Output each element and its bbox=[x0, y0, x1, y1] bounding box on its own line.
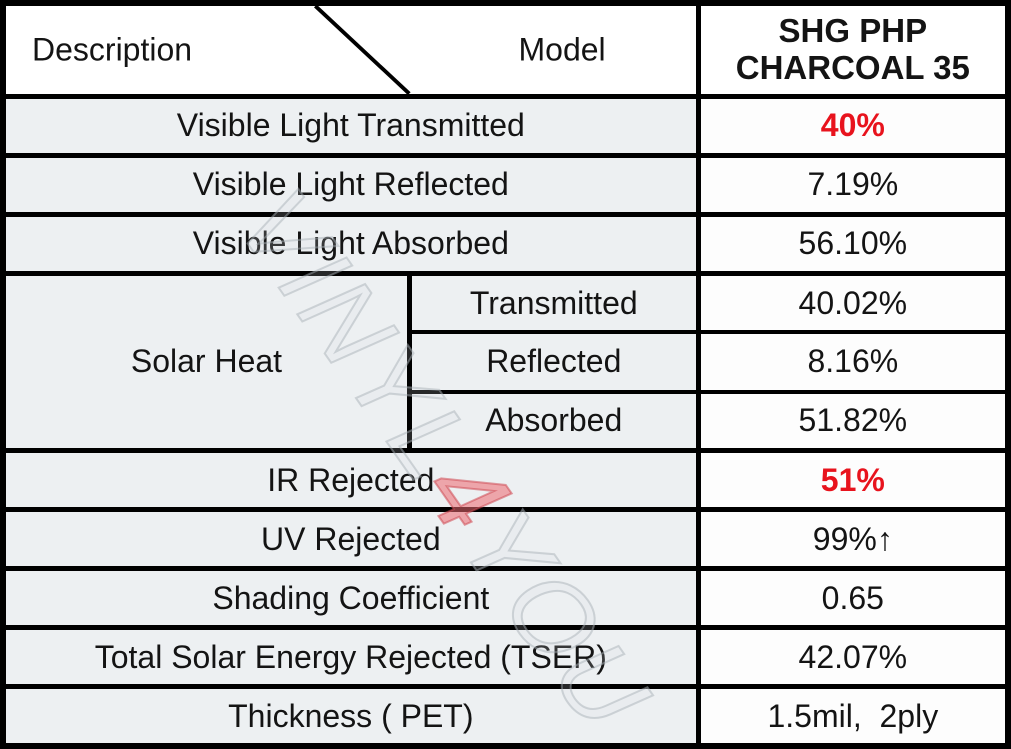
solar-heat-reflected-value: 8.16% bbox=[695, 330, 1011, 394]
row-uv-rejected: UV Rejected 99%↑ bbox=[0, 507, 1011, 572]
visible-light-reflected-label: Visible Light Reflected bbox=[0, 152, 701, 217]
row-ir-rejected: IR Rejected 51% bbox=[0, 448, 1011, 513]
model-name-cell: SHG PHP CHARCOAL 35 bbox=[695, 0, 1011, 99]
ir-rejected-value: 51% bbox=[695, 448, 1011, 513]
row-solar-heat-absorbed: Absorbed 51.82% bbox=[3, 389, 1011, 453]
shading-coefficient-value: 0.65 bbox=[695, 566, 1011, 631]
header-description-model-cell: Description Model bbox=[0, 0, 701, 99]
row-visible-light-absorbed: Visible Light Absorbed 56.10% bbox=[0, 211, 1011, 276]
row-solar-heat-reflected: Reflected 8.16% bbox=[3, 330, 1011, 394]
diagonal-divider-line bbox=[314, 8, 410, 92]
row-visible-light-transmitted: Visible Light Transmitted 40% bbox=[0, 93, 1011, 158]
uv-rejected-label: UV Rejected bbox=[0, 507, 701, 572]
ir-rejected-label: IR Rejected bbox=[0, 448, 701, 513]
solar-heat-reflected-label: Reflected bbox=[406, 330, 701, 394]
visible-light-transmitted-value: 40% bbox=[695, 93, 1011, 158]
row-solar-heat-transmitted: Solar Heat Transmitted 40.02% bbox=[0, 270, 1011, 454]
tser-label: Total Solar Energy Rejected (TSER) bbox=[0, 625, 701, 690]
model-name-line1: SHG PHP bbox=[778, 11, 928, 49]
solar-heat-absorbed-value: 51.82% bbox=[695, 389, 1011, 453]
visible-light-reflected-value: 7.19% bbox=[695, 152, 1011, 217]
row-thickness: Thickness ( PET) 1.5mil, 2ply bbox=[0, 684, 1011, 749]
solar-heat-absorbed-label: Absorbed bbox=[406, 389, 701, 453]
visible-light-transmitted-label: Visible Light Transmitted bbox=[0, 93, 701, 158]
shading-coefficient-label: Shading Coefficient bbox=[0, 566, 701, 631]
row-visible-light-reflected: Visible Light Reflected 7.19% bbox=[0, 152, 1011, 217]
row-tser: Total Solar Energy Rejected (TSER) 42.07… bbox=[0, 625, 1011, 690]
visible-light-absorbed-label: Visible Light Absorbed bbox=[0, 211, 701, 276]
visible-light-absorbed-value: 56.10% bbox=[695, 211, 1011, 276]
solar-heat-transmitted-value: 40.02% bbox=[695, 271, 1011, 335]
thickness-label: Thickness ( PET) bbox=[0, 684, 701, 749]
model-name-line2: CHARCOAL 35 bbox=[735, 48, 970, 86]
header-row: Description Model SHG PHP CHARCOAL 35 bbox=[0, 0, 1011, 99]
tser-value: 42.07% bbox=[695, 625, 1011, 690]
solar-heat-transmitted-label: Transmitted bbox=[406, 271, 701, 335]
row-shading-coefficient: Shading Coefficient 0.65 bbox=[0, 566, 1011, 631]
model-header-label: Model bbox=[518, 31, 606, 68]
uv-rejected-value: 99%↑ bbox=[695, 507, 1011, 572]
thickness-value: 1.5mil, 2ply bbox=[695, 684, 1011, 749]
description-header-label: Description bbox=[32, 31, 193, 68]
solar-heat-group-label: Solar Heat bbox=[0, 270, 412, 454]
